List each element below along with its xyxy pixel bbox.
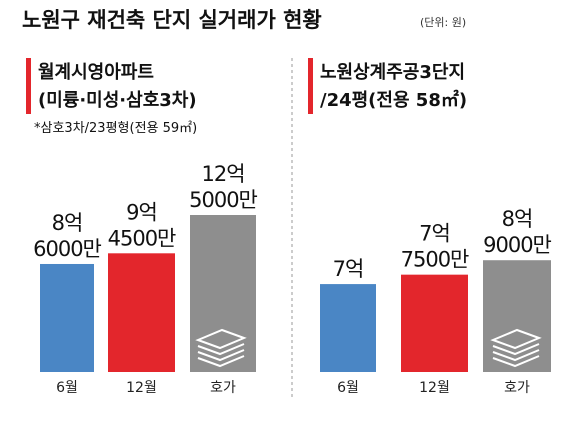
bar (40, 263, 94, 372)
x-tick-label: 호가 (210, 380, 236, 396)
x-tick-label: 12월 (419, 380, 450, 396)
title: 노원구 재건축 단지 실거래가 현황 (22, 8, 322, 32)
value-label: 8억 9000만 (483, 207, 551, 257)
x-tick-label: 6월 (56, 380, 78, 396)
bar (320, 284, 376, 372)
subtitle: 월계시영아파트 (38, 62, 154, 83)
bar (108, 253, 175, 372)
money-icons (195, 328, 542, 368)
value-label: 7억 7500만 (401, 222, 469, 272)
subtitle: (미륭·미성·삼호3차) (38, 90, 197, 111)
x-tick-label: 6월 (337, 380, 359, 396)
x-tick-label: 호가 (504, 380, 530, 396)
accent (26, 58, 31, 114)
value-label: 9억 4500만 (108, 200, 176, 250)
bar (190, 215, 256, 372)
value-label: 7억 (333, 257, 364, 281)
value-label: 12억 5000만 (189, 162, 257, 212)
subtitle: /24평(전용 58㎡) (320, 89, 467, 111)
accent (308, 58, 313, 114)
note: *삼호3차/23평형(전용 59㎡) (34, 121, 197, 136)
x-tick-label: 12월 (126, 380, 157, 396)
value-label: 8억 6000만 (33, 211, 101, 261)
unit: (단위: 원) (420, 16, 466, 29)
bar (483, 260, 551, 372)
subtitle: 노원상계주공3단지 (320, 62, 465, 83)
bar (401, 274, 468, 372)
